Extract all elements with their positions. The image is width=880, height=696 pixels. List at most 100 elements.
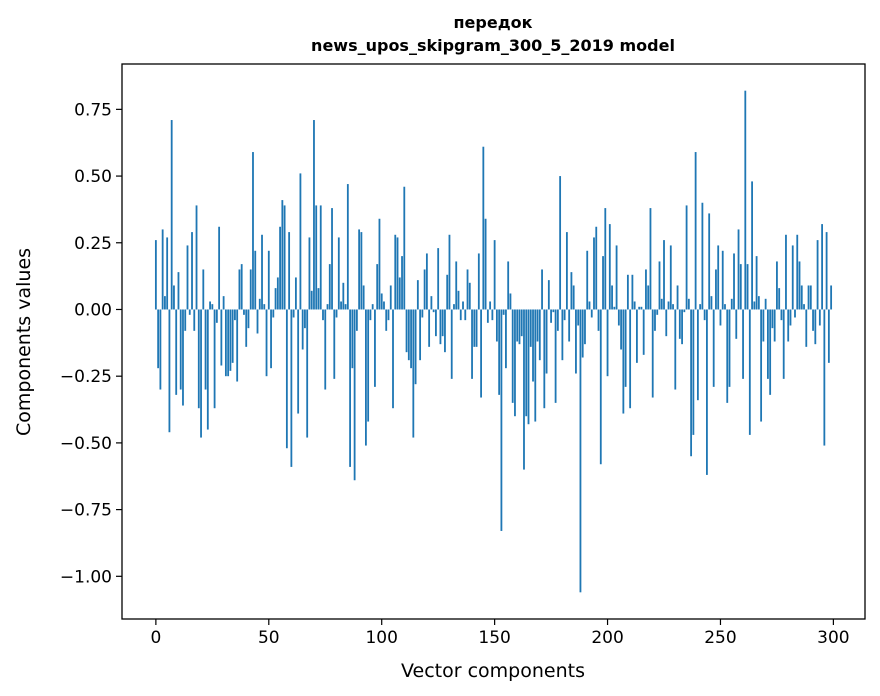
bar-component-38 bbox=[240, 264, 243, 310]
bar-component-261 bbox=[744, 90, 747, 310]
bar-component-292 bbox=[814, 309, 817, 345]
bar-component-144 bbox=[480, 309, 482, 398]
bar-component-136 bbox=[462, 301, 464, 310]
bar-component-276 bbox=[778, 288, 781, 310]
bar-component-76 bbox=[326, 304, 329, 310]
bar-component-282 bbox=[791, 245, 794, 310]
bar-component-214 bbox=[638, 306, 641, 310]
bar-component-195 bbox=[595, 226, 598, 310]
bar-component-294 bbox=[818, 309, 821, 326]
bar-component-194 bbox=[593, 237, 595, 310]
bar-component-111 bbox=[405, 309, 408, 353]
bar-component-41 bbox=[247, 309, 250, 329]
bar-component-223 bbox=[658, 261, 661, 310]
bar-component-85 bbox=[346, 184, 349, 310]
bar-component-269 bbox=[762, 309, 765, 342]
bar-component-232 bbox=[678, 309, 681, 339]
bar-component-121 bbox=[428, 309, 431, 347]
bar-component-20 bbox=[200, 309, 202, 438]
bar-component-272 bbox=[769, 309, 772, 395]
bar-component-186 bbox=[575, 309, 577, 374]
bar-component-159 bbox=[514, 309, 516, 417]
bar-component-119 bbox=[423, 269, 426, 310]
x-axis-ticks: 0 50 100 150 200 250 300 bbox=[150, 619, 850, 648]
bar-component-6 bbox=[168, 309, 171, 433]
bar-component-175 bbox=[550, 309, 552, 323]
bar-component-199 bbox=[604, 208, 607, 310]
bar-component-56 bbox=[281, 200, 284, 310]
bar-component-99 bbox=[378, 218, 381, 310]
bar-component-80 bbox=[335, 309, 338, 318]
bar-component-219 bbox=[649, 208, 652, 310]
bar-component-192 bbox=[588, 301, 591, 310]
bar-component-15 bbox=[188, 309, 191, 315]
bar-component-19 bbox=[197, 309, 200, 409]
bar-component-280 bbox=[787, 309, 790, 342]
bar-component-74 bbox=[322, 309, 324, 321]
bar-component-106 bbox=[394, 234, 397, 310]
bar-component-201 bbox=[608, 224, 611, 310]
bar-component-88 bbox=[353, 309, 356, 481]
bar-component-184 bbox=[570, 272, 573, 310]
bar-component-120 bbox=[425, 253, 428, 310]
bar-component-203 bbox=[613, 306, 616, 310]
bar-component-60 bbox=[290, 309, 293, 467]
bar-component-210 bbox=[629, 309, 632, 409]
bar-component-57 bbox=[283, 205, 286, 310]
bar-component-104 bbox=[389, 285, 392, 310]
bar-component-21 bbox=[202, 269, 205, 310]
bar-component-250 bbox=[719, 309, 722, 326]
bar-component-180 bbox=[561, 309, 564, 361]
bar-component-81 bbox=[337, 237, 340, 310]
bar-component-246 bbox=[710, 296, 713, 310]
bar-component-44 bbox=[254, 250, 257, 310]
bar-component-48 bbox=[263, 304, 266, 310]
bar-component-293 bbox=[816, 240, 819, 310]
bar-component-123 bbox=[432, 309, 435, 313]
bar-component-288 bbox=[805, 309, 808, 347]
bar-component-189 bbox=[581, 309, 584, 358]
bar-component-281 bbox=[789, 309, 792, 326]
bar-component-126 bbox=[439, 309, 442, 345]
bar-component-258 bbox=[737, 229, 740, 310]
bar-component-225 bbox=[663, 240, 665, 310]
bar-component-169 bbox=[536, 309, 539, 342]
bar-component-206 bbox=[620, 309, 622, 350]
bar-component-28 bbox=[218, 226, 221, 310]
bar-component-188 bbox=[579, 309, 582, 593]
bar-component-273 bbox=[771, 309, 774, 329]
bar-component-222 bbox=[656, 309, 659, 315]
bar-component-47 bbox=[261, 234, 263, 310]
bar-component-274 bbox=[773, 309, 776, 342]
bar-component-109 bbox=[401, 256, 403, 310]
bar-component-171 bbox=[541, 269, 543, 310]
bar-component-124 bbox=[435, 309, 437, 337]
bar-component-168 bbox=[534, 309, 537, 422]
bar-component-133 bbox=[455, 261, 458, 310]
bar-component-68 bbox=[308, 237, 311, 310]
bar-component-129 bbox=[446, 274, 449, 310]
bar-component-37 bbox=[238, 269, 241, 310]
bar-component-165 bbox=[527, 309, 530, 425]
bar-component-78 bbox=[331, 208, 333, 310]
bar-component-110 bbox=[403, 186, 406, 310]
bar-component-138 bbox=[466, 269, 469, 310]
bar-component-297 bbox=[825, 232, 828, 310]
bar-component-103 bbox=[387, 309, 390, 321]
bar-component-259 bbox=[739, 264, 742, 310]
bar-component-25 bbox=[211, 304, 214, 310]
chart-title-line2: news_upos_skipgram_300_5_2019 model bbox=[311, 36, 675, 55]
bar-component-285 bbox=[798, 261, 801, 310]
bar-component-256 bbox=[733, 253, 735, 310]
bar-component-22 bbox=[204, 309, 207, 390]
bar-component-53 bbox=[274, 288, 277, 310]
bar-component-226 bbox=[665, 309, 668, 337]
bar-component-177 bbox=[554, 309, 557, 403]
bar-component-82 bbox=[340, 301, 342, 310]
bar-component-130 bbox=[448, 234, 451, 310]
y-axis-label: Components values bbox=[13, 248, 35, 436]
bar-component-13 bbox=[184, 309, 187, 331]
bar-component-263 bbox=[748, 309, 751, 435]
bar-component-18 bbox=[195, 205, 198, 310]
